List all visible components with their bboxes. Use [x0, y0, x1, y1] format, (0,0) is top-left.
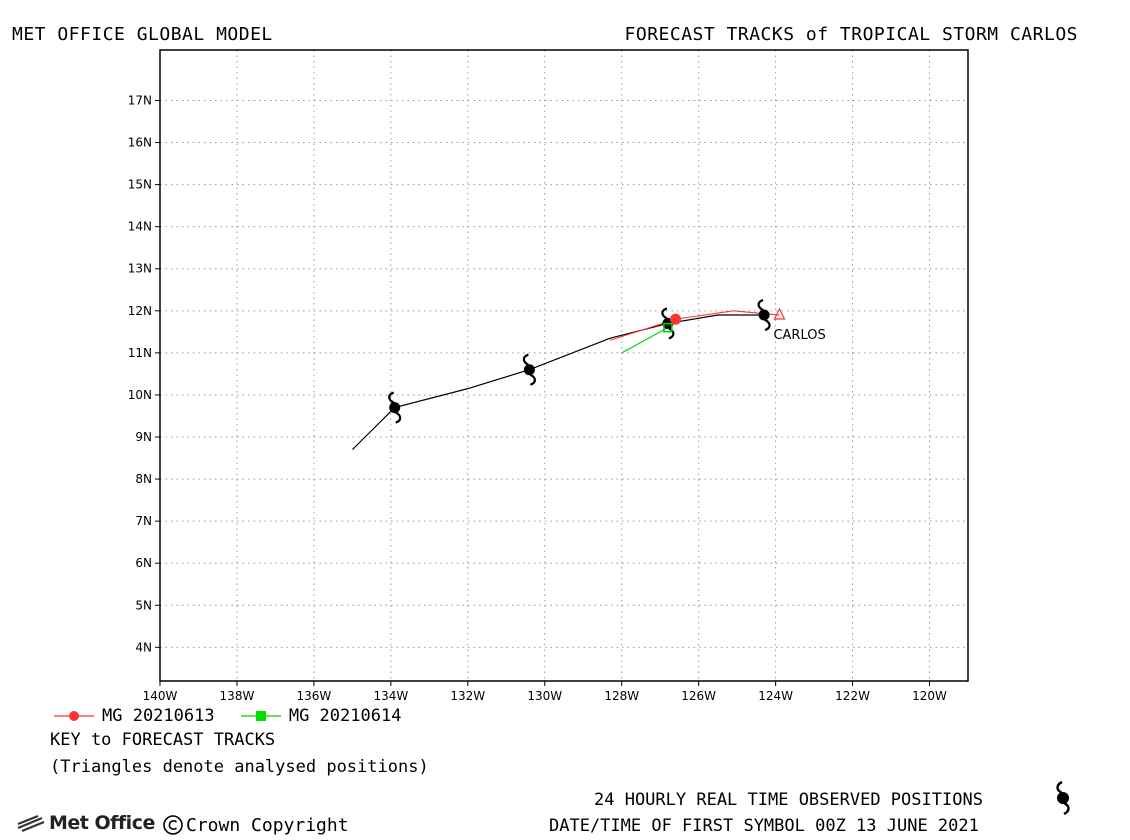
- x-tick-label: 130W: [527, 689, 562, 703]
- x-tick-label: 122W: [835, 689, 870, 703]
- tropical-storm-icon: [1056, 780, 1070, 816]
- y-tick-label: 16N: [128, 136, 152, 150]
- storm-name-label: CARLOS: [773, 328, 825, 343]
- observed-positions-note: 24 HOURLY REAL TIME OBSERVED POSITIONS: [594, 790, 983, 810]
- forecast-initial-point: [670, 313, 682, 325]
- x-tick-label: 124W: [758, 689, 793, 703]
- x-tick-label: 132W: [450, 689, 485, 703]
- logo-text: Met Office: [49, 812, 155, 834]
- legend-entry-mg-20210613: MG 20210613: [52, 706, 215, 726]
- analysed-position-triangle: [773, 307, 786, 320]
- x-tick-label: 140W: [143, 689, 178, 703]
- legend: MG 20210613 MG 20210614: [52, 706, 405, 727]
- legend-swatch-red: [54, 711, 94, 721]
- key-title: KEY to FORECAST TRACKS: [50, 730, 276, 750]
- copyright-notice: Crown Copyright: [162, 814, 349, 836]
- x-tick-label: 134W: [373, 689, 408, 703]
- y-tick-label: 6N: [135, 556, 152, 570]
- x-tick-label: 128W: [604, 689, 639, 703]
- forecast-initial-point: [663, 322, 673, 333]
- x-axis: 140W 138W 136W 134W 132W 130W 128W 126W 124W 122W…: [143, 681, 947, 703]
- y-tick-label: 7N: [135, 514, 152, 528]
- tropical-storm-icon: [757, 298, 771, 332]
- grid: [160, 50, 968, 681]
- y-tick-label: 5N: [135, 598, 152, 612]
- y-axis: 4N 5N 6N 7N 8N 9N 10N 11N 12N 13N 14N 15N 16N 17N: [128, 93, 160, 654]
- x-tick-label: 120W: [912, 689, 947, 703]
- copyright-text: Crown Copyright: [186, 814, 349, 836]
- forecast-track-2: [621, 327, 669, 354]
- y-tick-label: 9N: [135, 430, 152, 444]
- met-office-logo-icon: [17, 814, 45, 832]
- copyright-icon: [163, 815, 183, 835]
- y-tick-label: 10N: [128, 388, 152, 402]
- x-tick-label: 136W: [297, 689, 332, 703]
- chart-source-title: MET OFFICE GLOBAL MODEL: [12, 24, 273, 45]
- y-tick-label: 15N: [128, 178, 152, 192]
- legend-entry-mg-20210614: MG 20210614: [239, 706, 402, 726]
- observed-symbols: [388, 298, 786, 424]
- y-tick-label: 8N: [135, 472, 152, 486]
- legend-label: MG 20210614: [288, 706, 402, 726]
- y-tick-label: 17N: [128, 93, 152, 107]
- observed-track-line: [351, 314, 765, 451]
- first-symbol-datetime: DATE/TIME OF FIRST SYMBOL 00Z 13 JUNE 20…: [549, 816, 979, 836]
- legend-swatch-green: [240, 711, 281, 721]
- met-office-logo: Met Office: [16, 812, 155, 834]
- y-tick-label: 14N: [128, 220, 152, 234]
- chart-title: FORECAST TRACKS of TROPICAL STORM CARLOS: [624, 24, 1078, 45]
- plot-frame: [159, 49, 969, 682]
- key-note: (Triangles denote analysed positions): [50, 757, 429, 777]
- legend-label: MG 20210613: [102, 706, 215, 726]
- x-tick-label: 138W: [220, 689, 255, 703]
- forecast-track-1: [610, 310, 780, 341]
- y-tick-label: 13N: [128, 262, 152, 276]
- x-tick-label: 126W: [681, 689, 716, 703]
- y-tick-label: 11N: [128, 346, 152, 360]
- y-tick-label: 4N: [135, 640, 152, 654]
- y-tick-label: 12N: [128, 304, 152, 318]
- tropical-storm-icon: [522, 353, 536, 386]
- series-layer: [351, 310, 780, 451]
